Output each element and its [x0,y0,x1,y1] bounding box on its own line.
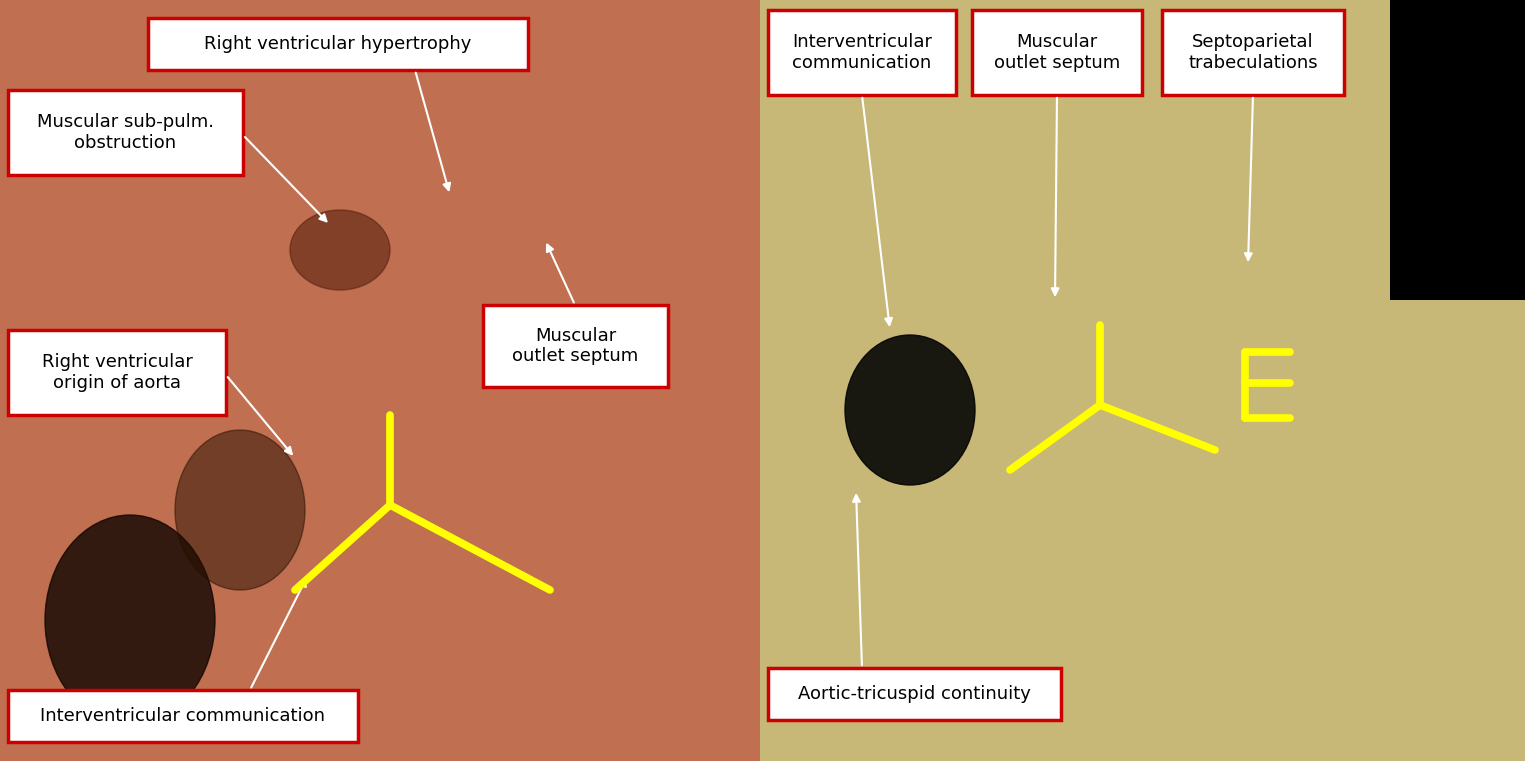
Text: Aortic-tricuspid continuity: Aortic-tricuspid continuity [798,685,1031,703]
Ellipse shape [46,515,215,725]
Text: Right ventricular hypertrophy: Right ventricular hypertrophy [204,35,471,53]
FancyBboxPatch shape [148,18,528,70]
Ellipse shape [175,430,305,590]
FancyBboxPatch shape [483,305,668,387]
FancyBboxPatch shape [769,10,956,95]
FancyBboxPatch shape [971,10,1142,95]
Ellipse shape [290,210,390,290]
FancyBboxPatch shape [8,690,358,742]
Text: Interventricular communication: Interventricular communication [41,707,325,725]
FancyBboxPatch shape [769,668,1061,720]
Text: Interventricular
communication: Interventricular communication [791,33,932,72]
Bar [0,0,759,761]
Text: Right ventricular
origin of aorta: Right ventricular origin of aorta [41,353,192,392]
Bar [759,0,1525,761]
Ellipse shape [845,335,974,485]
Bar [1389,0,1525,300]
Text: Muscular
outlet septum: Muscular outlet septum [512,326,639,365]
Text: Muscular
outlet septum: Muscular outlet septum [994,33,1121,72]
Text: Muscular sub-pulm.
obstruction: Muscular sub-pulm. obstruction [37,113,214,152]
FancyBboxPatch shape [8,90,242,175]
Text: Septoparietal
trabeculations: Septoparietal trabeculations [1188,33,1318,72]
FancyBboxPatch shape [1162,10,1344,95]
FancyBboxPatch shape [8,330,226,415]
